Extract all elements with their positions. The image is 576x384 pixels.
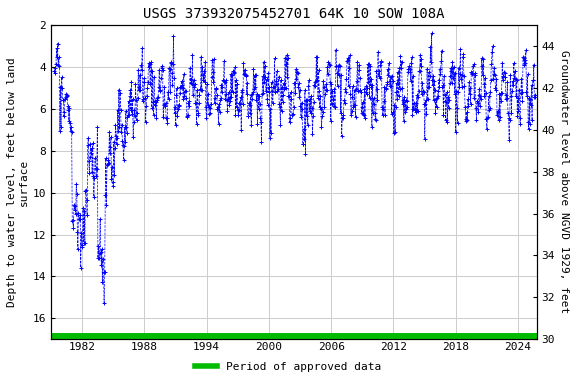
Title: USGS 373932075452701 64K 10 SOW 108A: USGS 373932075452701 64K 10 SOW 108A	[143, 7, 445, 21]
Legend: Period of approved data: Period of approved data	[191, 358, 385, 377]
Y-axis label: Groundwater level above NGVD 1929, feet: Groundwater level above NGVD 1929, feet	[559, 50, 569, 314]
Y-axis label: Depth to water level, feet below land
surface: Depth to water level, feet below land su…	[7, 57, 29, 307]
